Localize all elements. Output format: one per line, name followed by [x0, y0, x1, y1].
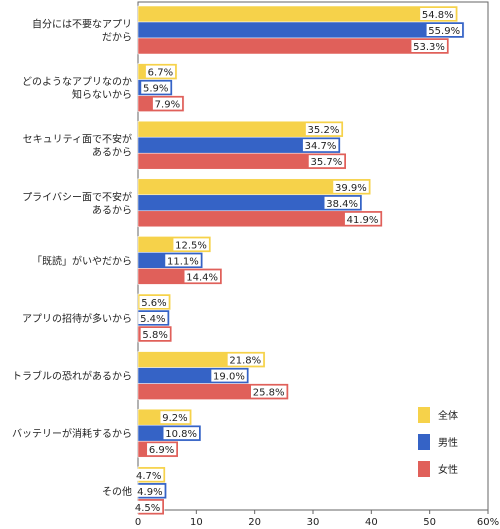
value-label-bg — [411, 40, 447, 52]
value-label-bg — [324, 196, 360, 209]
value-label: 34.7% — [305, 141, 337, 152]
value-label: 9.2% — [162, 413, 187, 424]
value-label-bg — [160, 411, 190, 424]
x-tick-label: 30 — [307, 517, 320, 528]
value-label: 6.9% — [149, 445, 174, 456]
value-label: 7.9% — [155, 100, 180, 111]
bar-男性 — [137, 21, 465, 39]
category-label: その他 — [102, 485, 132, 498]
value-label: 55.9% — [428, 26, 460, 37]
category-label: プライバシー面で不安が — [22, 190, 132, 203]
value-label-bg — [308, 155, 345, 168]
value-label: 5.8% — [142, 330, 167, 341]
value-label: 4.7% — [136, 471, 161, 482]
x-tick-label: 60% — [477, 517, 499, 528]
value-label-bg — [134, 468, 164, 481]
value-label: 21.8% — [229, 356, 261, 367]
value-label: 39.9% — [335, 183, 367, 194]
value-label-bg — [211, 369, 247, 382]
value-label: 4.5% — [135, 503, 160, 514]
x-tick-label: 10 — [190, 517, 203, 528]
value-label: 54.8% — [422, 10, 454, 21]
value-label: 5.4% — [140, 314, 165, 325]
value-label-bg — [140, 328, 170, 340]
value-label-bg — [333, 180, 369, 193]
value-label-bg — [138, 312, 168, 324]
value-label-bg — [344, 212, 381, 225]
bar-全体 — [137, 5, 458, 23]
value-label-bg — [152, 97, 183, 110]
value-label-bg — [145, 65, 176, 78]
value-label-bg — [227, 353, 264, 366]
value-label-bg — [135, 484, 165, 497]
x-tick-label: 40 — [365, 517, 378, 528]
value-label-bg — [133, 500, 163, 513]
x-tick-label: 20 — [248, 517, 261, 528]
value-label: 35.7% — [310, 157, 342, 168]
value-label: 6.7% — [148, 68, 173, 79]
category-label: 自分には不要なアプリ — [32, 18, 132, 31]
category-label: アプリの招待が多いから — [22, 312, 132, 325]
value-label-bg — [420, 8, 456, 20]
value-label: 19.0% — [213, 372, 245, 383]
value-label: 12.5% — [175, 240, 207, 251]
category-label: 「既読」がいやだから — [32, 254, 132, 267]
category-label: セキュリティ面で不安が — [23, 133, 132, 146]
value-label: 14.4% — [186, 272, 218, 283]
value-label: 25.8% — [253, 388, 285, 399]
legend-label: 全体 — [438, 409, 458, 422]
bar-女性 — [137, 383, 289, 400]
bar-女性 — [137, 152, 347, 170]
value-label-bg — [426, 24, 463, 36]
value-label-bg — [163, 427, 199, 440]
legend-swatch — [418, 407, 430, 423]
legend-label: 男性 — [438, 436, 458, 449]
value-label-bg — [302, 139, 339, 152]
value-label: 4.9% — [137, 487, 162, 498]
value-label: 38.4% — [326, 199, 358, 210]
value-label: 35.2% — [308, 125, 340, 136]
legend-label: 女性 — [438, 463, 458, 476]
value-label: 41.9% — [347, 215, 379, 226]
value-label-bg — [251, 385, 287, 398]
category-label: あるから — [92, 204, 132, 216]
legend-swatch — [418, 461, 430, 477]
category-label: トラブルの恐れがあるから — [12, 370, 132, 383]
category-label: どのようなアプリなのか — [22, 76, 132, 88]
value-label-bg — [184, 270, 220, 283]
value-label-bg — [141, 81, 171, 94]
value-label-bg — [305, 123, 342, 136]
category-label: 知らないから — [72, 88, 132, 101]
value-label: 10.8% — [165, 429, 197, 440]
category-label: あるから — [92, 147, 132, 159]
category-label: バッテリーが消耗するから — [12, 427, 132, 440]
bar-女性 — [137, 210, 383, 228]
x-tick-label: 0 — [135, 517, 141, 528]
category-label: だから — [102, 32, 132, 44]
value-label-bg — [139, 296, 169, 308]
bar-女性 — [137, 37, 450, 55]
value-label: 53.3% — [413, 42, 445, 53]
value-label-bg — [173, 238, 209, 251]
legend-swatch — [418, 434, 430, 450]
value-label-bg — [165, 254, 201, 267]
value-label: 5.6% — [141, 298, 166, 309]
value-label: 11.1% — [167, 256, 199, 267]
value-label-bg — [147, 443, 177, 456]
value-label: 5.9% — [143, 84, 168, 95]
x-tick-label: 50 — [423, 517, 436, 528]
